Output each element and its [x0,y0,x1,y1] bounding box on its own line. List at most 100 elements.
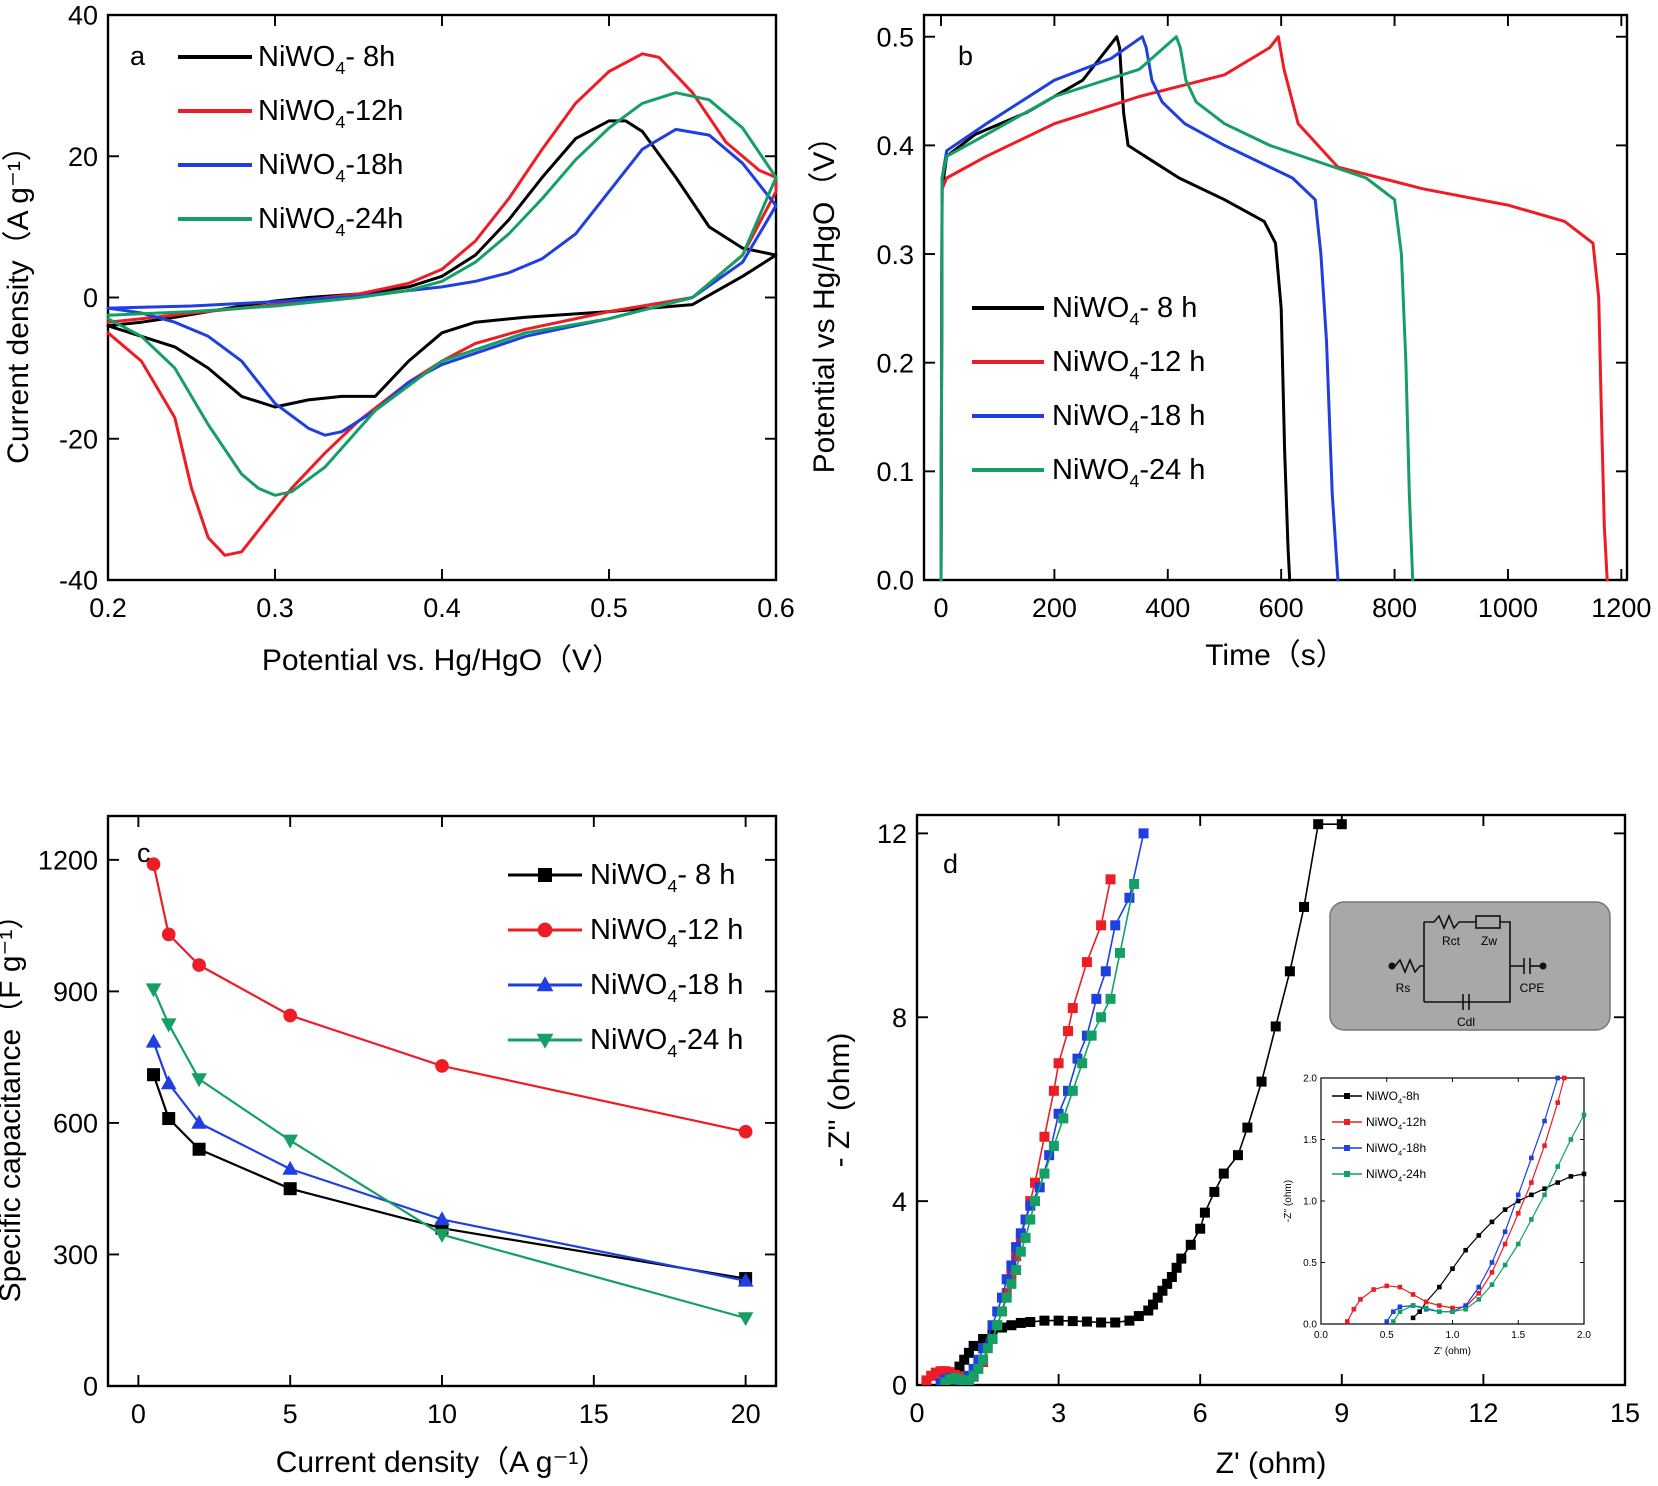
marker-square [1006,1320,1017,1331]
marker-square [1110,920,1121,931]
plot-frame [915,813,1627,1387]
y-tick-label: 0.0 [876,566,914,596]
marker-square [1256,1076,1267,1087]
legend-label-sub: 4 [1398,1096,1402,1105]
marker-square [973,1363,984,1374]
y-tick-label: 1200 [38,846,98,876]
legend-label-sub: 4 [1398,1148,1402,1157]
legend-label: NiWO4-18 h [590,969,743,1006]
legend-label-main: NiWO [258,41,335,73]
legend-label-rest: -12h [1402,1115,1426,1129]
legend-label: NiWO4- 8 h [1052,292,1197,329]
marker-circle [435,1059,449,1073]
y-tick-label: -20 [59,424,98,454]
inset-marker [1397,1284,1403,1290]
legend-label: NiWO4- 8 h [590,859,735,896]
x-tick-label: 0 [933,593,948,623]
legend-label-rest: - 8h [345,41,395,73]
resistor-rs [1394,957,1424,975]
y-tick-label: 0.1 [876,457,914,487]
marker-square [1124,892,1135,903]
marker-square [1171,1262,1182,1273]
plot-frame [1320,1077,1585,1325]
inset-marker [1542,1186,1547,1191]
x-tick-label: 3 [1051,1398,1066,1428]
inset-marker [1555,1075,1560,1081]
legend-label-sub: 4 [667,1041,677,1061]
marker-square [996,1306,1007,1317]
legend-label-sub: 4 [335,58,345,78]
y-tick-label: 0 [83,1372,98,1402]
panel-d: 0 3 6 9 12 15 0 4 8 12 Z' (ohm) - Z'' (ohm) d Rs Rct Zw… [823,813,1640,1480]
marker-square [1100,966,1111,977]
inset-marker [1581,1171,1587,1177]
x-axis-label: Current density（A g⁻¹） [276,1446,609,1479]
legend-label: NiWO4-24h [258,203,403,240]
inset-marker [1555,1180,1560,1185]
inset-marker [1437,1284,1442,1290]
legend-label-main: NiWO [258,95,335,127]
inset-legend-marker [1344,1171,1350,1177]
legend-label-rest: -24h [345,203,403,235]
marker-triangle-up [536,976,554,992]
inset-marker [1529,1192,1534,1198]
inset-marker [1489,1270,1495,1275]
y-axis-label: Specific capacitance（F g⁻¹） [0,900,27,1303]
plot-frame [106,814,778,1388]
legend-label: NiWO4-12 h [1052,346,1205,383]
circuit-label-rct: Rct [1442,934,1461,948]
marker-square [1044,1150,1055,1161]
marker-square [1148,1299,1158,1310]
x-tick-label: 0 [909,1398,924,1428]
marker-square [1242,1122,1253,1133]
legend-label: NiWO4- 8h [258,41,395,78]
x-axis-label: Potential vs. Hg/HgO（V） [262,644,622,677]
marker-triangle-down [282,1134,298,1149]
legend-label-sub: 4 [1129,471,1139,491]
marker-square [1039,1315,1050,1326]
marker-square [987,1334,998,1345]
legend-label-rest: -12 h [1139,346,1205,378]
marker-square [1209,1186,1220,1197]
inset-marker [1437,1303,1442,1308]
circuit-terminal-right [1539,962,1547,970]
x-tick-label: 400 [1145,593,1190,623]
marker-square [1152,1292,1163,1303]
inset-marker [1581,1112,1587,1118]
x-tick-label: 600 [1259,593,1304,623]
marker-triangle-down [191,1073,207,1088]
legend-label-main: NiWO [590,969,667,1001]
inset-marker [1502,1262,1508,1268]
marker-square [1039,1168,1050,1179]
panel-letter: d [943,849,958,879]
x-tick-label: 1.5 [1511,1330,1525,1341]
y-tick-label: -40 [59,566,98,596]
inset-marker [1463,1303,1468,1308]
marker-square [1039,1131,1050,1142]
marker-square [1081,957,1092,968]
marker-triangle-down [536,1033,554,1049]
legend-label-rest: -18 h [677,969,743,1001]
y-tick-label: 0.0 [1303,1320,1317,1331]
legend-label-main: NiWO [1366,1167,1398,1181]
series-line-8h [152,1073,747,1280]
marker-circle [537,922,553,938]
x-tick-label: 6 [1193,1398,1208,1428]
inset-marker [1476,1290,1482,1296]
inset-marker [1476,1297,1482,1302]
x-tick-label: 800 [1372,593,1417,623]
x-axis-label: Time（s） [1205,639,1346,672]
marker-circle [146,857,161,872]
marker-square [1030,1196,1040,1207]
legend-label-rest: -24 h [677,1024,743,1056]
series-line-8h [939,35,1292,582]
circuit-background [1329,901,1611,1031]
circuit-label-rs: Rs [1396,981,1411,995]
marker-square [1185,1239,1196,1250]
marker-square [1053,1315,1064,1326]
panel-letter: c [137,838,151,868]
marker-square [1299,901,1310,912]
marker-square [1105,993,1116,1004]
circuit-label-cdl: Cdl [1457,1015,1475,1029]
inset-marker [1351,1306,1357,1312]
